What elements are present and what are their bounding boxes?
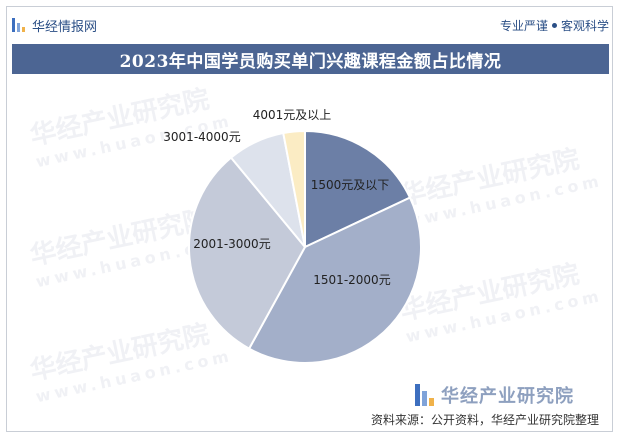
corner-logo-icon bbox=[415, 384, 437, 406]
pie-slice bbox=[247, 196, 422, 364]
pie-slice bbox=[188, 156, 307, 351]
top-bar: 华经情报网 专业严谨 客观科学 bbox=[12, 12, 609, 38]
brand[interactable]: 华经情报网 bbox=[12, 16, 97, 35]
corner-brand: 华经产业研究院 bbox=[415, 382, 574, 408]
dot-icon bbox=[551, 22, 557, 28]
slice-label: 2001-3000元 bbox=[193, 237, 270, 251]
title-bar: 2023年中国学员购买单门兴趣课程金额占比情况 bbox=[12, 44, 609, 74]
slice-label: 4001元及以上 bbox=[253, 108, 332, 122]
pie-slice bbox=[304, 129, 412, 249]
slice-label: 3001-4000元 bbox=[163, 130, 240, 144]
brand-logo-icon bbox=[12, 18, 26, 32]
slogan-left: 专业严谨 bbox=[499, 18, 548, 33]
slogan-right: 客观科学 bbox=[560, 18, 609, 33]
chart-title: 2023年中国学员购买单门兴趣课程金额占比情况 bbox=[119, 51, 502, 72]
pie-slice bbox=[282, 129, 306, 248]
corner-brand-text: 华经产业研究院 bbox=[441, 386, 574, 407]
slice-label: 1500元及以下 bbox=[311, 178, 390, 192]
source-note: 资料来源：公开资料，华经产业研究院整理 bbox=[370, 413, 599, 427]
brand-name: 华经情报网 bbox=[32, 19, 98, 35]
slice-label: 1501-2000元 bbox=[313, 273, 390, 287]
slogan: 专业严谨 客观科学 bbox=[500, 17, 609, 34]
